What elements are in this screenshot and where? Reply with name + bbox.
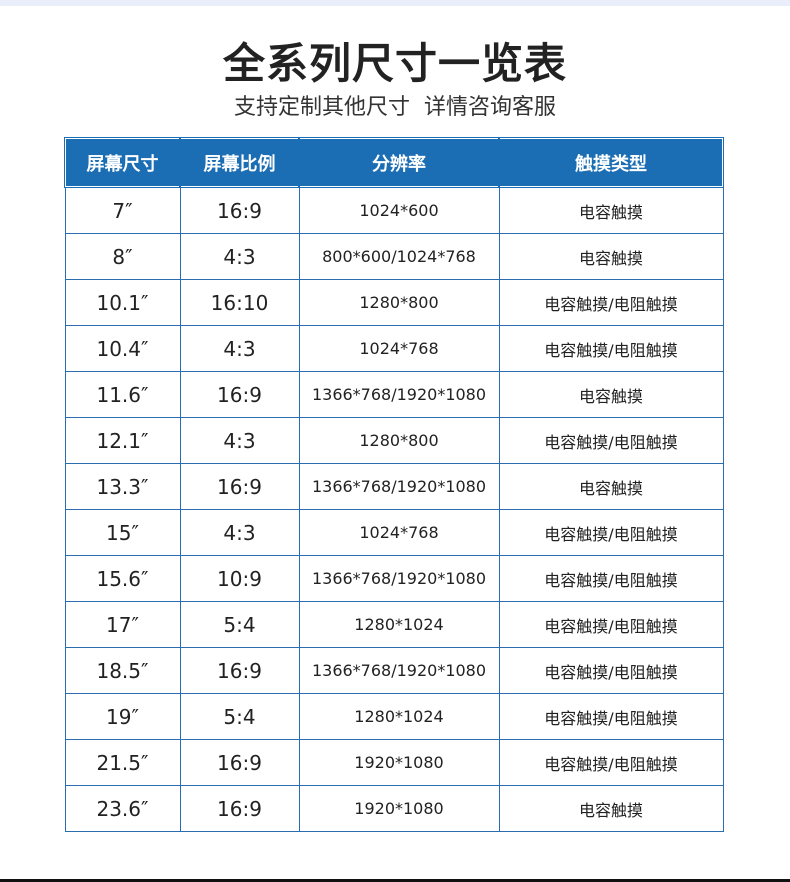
resolution-cell: 1280*800 <box>298 417 500 464</box>
touch-type-cell: 电容触摸 <box>498 463 724 510</box>
aspect-ratio-cell: 16:9 <box>179 785 300 832</box>
resolution-cell: 1280*800 <box>298 279 500 326</box>
aspect-ratio-cell: 10:9 <box>179 555 300 602</box>
resolution-cell: 1366*768/1920*1080 <box>298 555 500 602</box>
header-aspect-ratio: 屏幕比例 <box>179 137 300 188</box>
screen-size-cell: 12.1″ <box>64 417 181 464</box>
page-subtitle: 支持定制其他尺寸 详情咨询客服 <box>234 95 556 120</box>
table-row: 8″ 4:3 800*600/1024*768 电容触摸 <box>64 233 724 280</box>
table-row: 17″ 5:4 1280*1024 电容触摸/电阻触摸 <box>64 601 724 648</box>
aspect-ratio-cell: 4:3 <box>179 233 300 280</box>
touch-type-cell: 电容触摸/电阻触摸 <box>498 509 724 556</box>
screen-size-cell: 10.4″ <box>64 325 181 372</box>
aspect-ratio-cell: 4:3 <box>179 417 300 464</box>
size-table: 屏幕尺寸 屏幕比例 分辨率 触摸类型 7″ 16:9 1024*600 电容触摸 8″ 4… <box>64 137 724 832</box>
table-row: 10.1″ 16:10 1280*800 电容触摸/电阻触摸 <box>64 279 724 326</box>
aspect-ratio-cell: 16:9 <box>179 647 300 694</box>
screen-size-cell: 17″ <box>64 601 181 648</box>
touch-type-cell: 电容触摸/电阻触摸 <box>498 601 724 648</box>
table-row: 12.1″ 4:3 1280*800 电容触摸/电阻触摸 <box>64 417 724 464</box>
top-band <box>0 0 790 6</box>
aspect-ratio-cell: 16:9 <box>179 463 300 510</box>
touch-type-cell: 电容触摸 <box>498 233 724 280</box>
screen-size-cell: 13.3″ <box>64 463 181 510</box>
screen-size-cell: 18.5″ <box>64 647 181 694</box>
resolution-cell: 1280*1024 <box>298 601 500 648</box>
aspect-ratio-cell: 16:10 <box>179 279 300 326</box>
touch-type-cell: 电容触摸 <box>498 785 724 832</box>
resolution-cell: 800*600/1024*768 <box>298 233 500 280</box>
table-row: 10.4″ 4:3 1024*768 电容触摸/电阻触摸 <box>64 325 724 372</box>
table-row: 11.6″ 16:9 1366*768/1920*1080 电容触摸 <box>64 371 724 418</box>
touch-type-cell: 电容触摸/电阻触摸 <box>498 279 724 326</box>
resolution-cell: 1024*768 <box>298 325 500 372</box>
touch-type-cell: 电容触摸/电阻触摸 <box>498 739 724 786</box>
resolution-cell: 1024*600 <box>298 186 500 234</box>
table-row: 15.6″ 10:9 1366*768/1920*1080 电容触摸/电阻触摸 <box>64 555 724 602</box>
table-row: 19″ 5:4 1280*1024 电容触摸/电阻触摸 <box>64 693 724 740</box>
touch-type-cell: 电容触摸/电阻触摸 <box>498 693 724 740</box>
aspect-ratio-cell: 4:3 <box>179 509 300 556</box>
header-touch-type: 触摸类型 <box>498 137 724 188</box>
table-row: 21.5″ 16:9 1920*1080 电容触摸/电阻触摸 <box>64 739 724 786</box>
table-row: 23.6″ 16:9 1920*1080 电容触摸 <box>64 785 724 832</box>
aspect-ratio-cell: 16:9 <box>179 186 300 234</box>
touch-type-cell: 电容触摸/电阻触摸 <box>498 325 724 372</box>
table-header-row: 屏幕尺寸 屏幕比例 分辨率 触摸类型 <box>64 137 724 188</box>
screen-size-cell: 8″ <box>64 233 181 280</box>
header-resolution: 分辨率 <box>298 137 500 188</box>
touch-type-cell: 电容触摸 <box>498 371 724 418</box>
resolution-cell: 1920*1080 <box>298 739 500 786</box>
screen-size-cell: 10.1″ <box>64 279 181 326</box>
bottom-divider <box>0 879 790 882</box>
table-row: 15″ 4:3 1024*768 电容触摸/电阻触摸 <box>64 509 724 556</box>
touch-type-cell: 电容触摸/电阻触摸 <box>498 555 724 602</box>
table-row: 13.3″ 16:9 1366*768/1920*1080 电容触摸 <box>64 463 724 510</box>
resolution-cell: 1024*768 <box>298 509 500 556</box>
header-screen-size: 屏幕尺寸 <box>64 137 181 188</box>
screen-size-cell: 23.6″ <box>64 785 181 832</box>
screen-size-cell: 21.5″ <box>64 739 181 786</box>
aspect-ratio-cell: 5:4 <box>179 601 300 648</box>
page-title: 全系列尺寸一览表 <box>222 39 567 88</box>
touch-type-cell: 电容触摸/电阻触摸 <box>498 417 724 464</box>
table-row: 7″ 16:9 1024*600 电容触摸 <box>64 186 724 234</box>
touch-type-cell: 电容触摸 <box>498 186 724 234</box>
screen-size-cell: 15″ <box>64 509 181 556</box>
screen-size-cell: 11.6″ <box>64 371 181 418</box>
resolution-cell: 1366*768/1920*1080 <box>298 371 500 418</box>
resolution-cell: 1366*768/1920*1080 <box>298 463 500 510</box>
table-row: 18.5″ 16:9 1366*768/1920*1080 电容触摸/电阻触摸 <box>64 647 724 694</box>
screen-size-cell: 15.6″ <box>64 555 181 602</box>
resolution-cell: 1366*768/1920*1080 <box>298 647 500 694</box>
aspect-ratio-cell: 16:9 <box>179 371 300 418</box>
screen-size-cell: 19″ <box>64 693 181 740</box>
aspect-ratio-cell: 5:4 <box>179 693 300 740</box>
resolution-cell: 1920*1080 <box>298 785 500 832</box>
screen-size-cell: 7″ <box>64 186 181 234</box>
resolution-cell: 1280*1024 <box>298 693 500 740</box>
aspect-ratio-cell: 16:9 <box>179 739 300 786</box>
touch-type-cell: 电容触摸/电阻触摸 <box>498 647 724 694</box>
aspect-ratio-cell: 4:3 <box>179 325 300 372</box>
